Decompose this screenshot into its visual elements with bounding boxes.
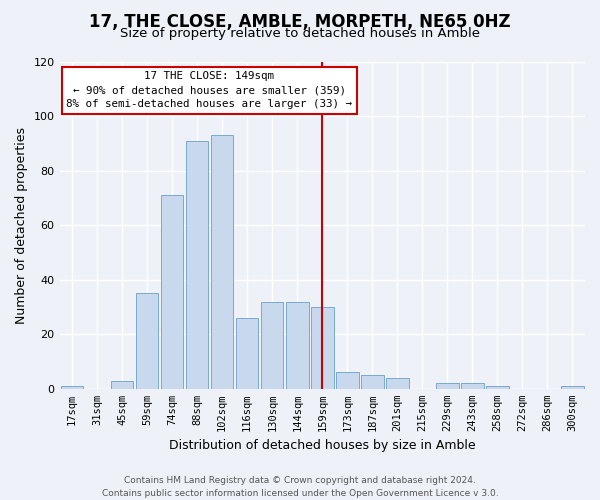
Bar [311,307,334,389]
Bar [486,386,509,389]
Bar [236,318,259,389]
Bar [286,302,308,389]
Bar [186,140,208,389]
Bar [111,380,133,389]
Bar [361,375,383,389]
Bar [436,384,458,389]
Bar [561,386,584,389]
Bar [61,386,83,389]
Text: Size of property relative to detached houses in Amble: Size of property relative to detached ho… [120,28,480,40]
Y-axis label: Number of detached properties: Number of detached properties [15,126,28,324]
Bar [136,294,158,389]
Bar [211,135,233,389]
Text: 17, THE CLOSE, AMBLE, MORPETH, NE65 0HZ: 17, THE CLOSE, AMBLE, MORPETH, NE65 0HZ [89,12,511,30]
Bar [161,195,184,389]
Text: 17 THE CLOSE: 149sqm
← 90% of detached houses are smaller (359)
8% of semi-detac: 17 THE CLOSE: 149sqm ← 90% of detached h… [66,72,352,110]
Bar [386,378,409,389]
Bar [336,372,359,389]
Bar [461,384,484,389]
Text: Contains HM Land Registry data © Crown copyright and database right 2024.
Contai: Contains HM Land Registry data © Crown c… [101,476,499,498]
X-axis label: Distribution of detached houses by size in Amble: Distribution of detached houses by size … [169,440,476,452]
Bar [261,302,283,389]
